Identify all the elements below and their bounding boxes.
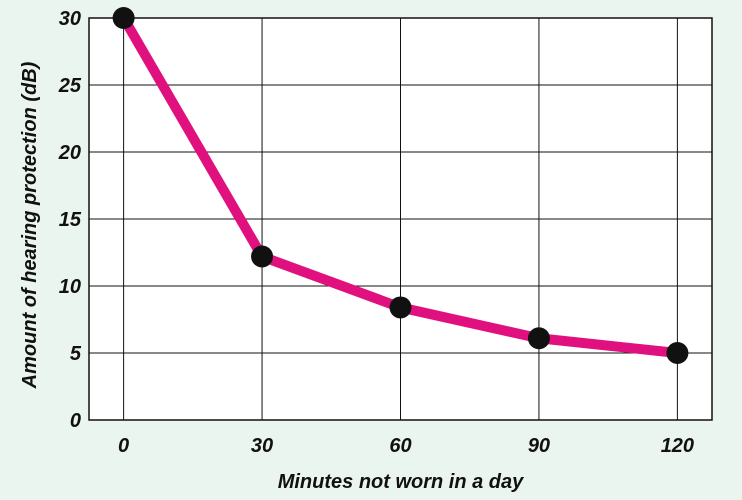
y-tick-label: 15: [59, 209, 82, 231]
x-tick-label: 120: [661, 435, 694, 457]
y-tick-labels: 0 5 10 15 20 25 30: [58, 8, 82, 432]
marker-layer: [112, 7, 689, 364]
x-tick-label: 60: [389, 435, 411, 457]
y-tick-label: 30: [59, 8, 81, 30]
y-tick-label: 10: [59, 276, 81, 298]
data-point: [112, 7, 135, 29]
data-point: [527, 327, 550, 350]
data-point: [666, 342, 689, 364]
y-tick-label: 5: [70, 343, 82, 365]
x-tick-labels: 0 30 60 90 120: [118, 435, 694, 457]
data-point: [389, 296, 412, 319]
y-tick-label: 0: [70, 410, 81, 432]
y-tick-label: 20: [58, 142, 81, 164]
x-tick-label: 0: [118, 435, 129, 457]
x-axis-title: Minutes not worn in a day: [278, 471, 524, 493]
y-tick-label: 25: [58, 75, 82, 97]
y-axis-title: Amount of hearing protection (dB): [19, 61, 41, 389]
data-point: [251, 245, 274, 268]
x-tick-label: 30: [251, 435, 273, 457]
x-tick-label: 90: [528, 435, 550, 457]
grid-lines: [89, 17, 712, 421]
